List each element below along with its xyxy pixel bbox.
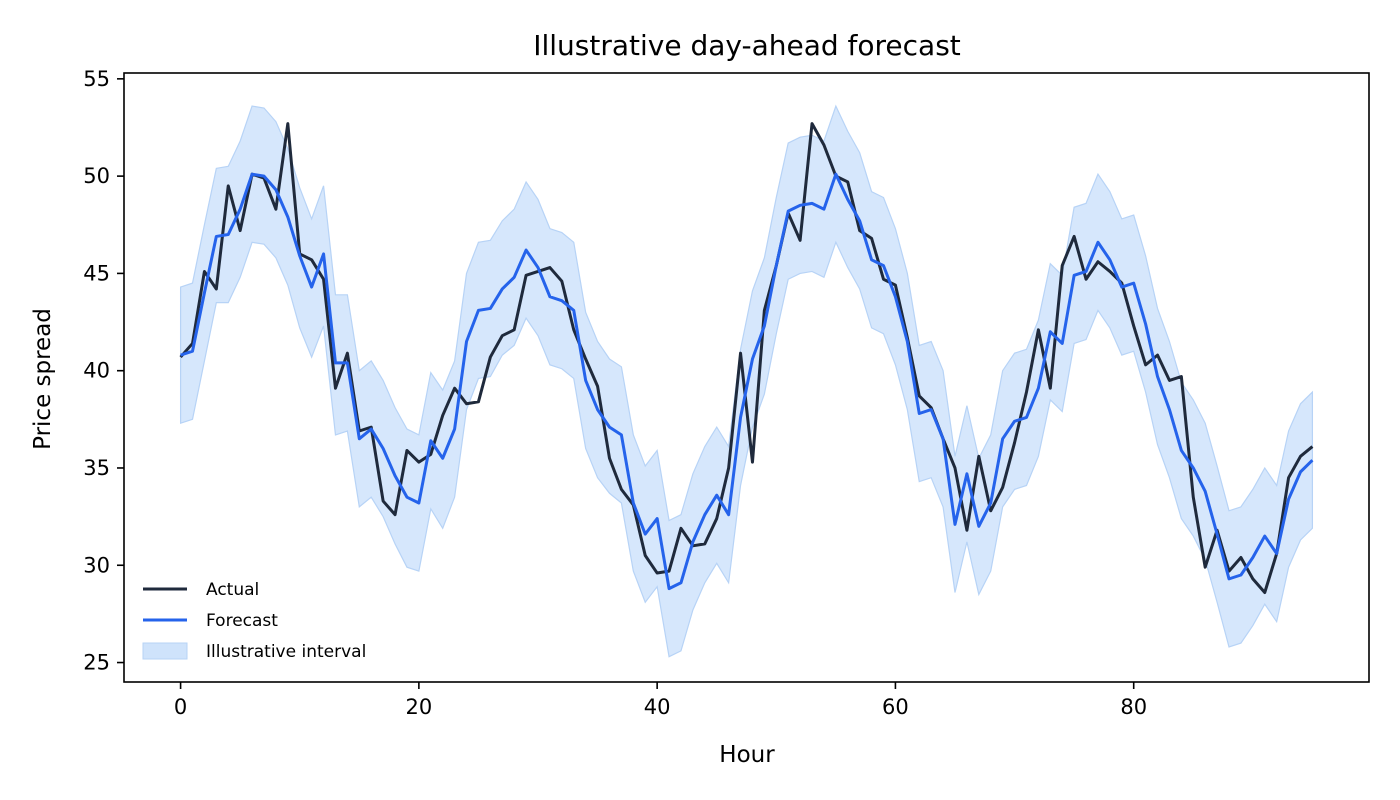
- x-tick-label: 0: [174, 695, 187, 719]
- plot-area: 0 20 40 60 80 25 30 35 40 45 50 55 Actual Forecast Ill…: [83, 67, 1370, 719]
- legend-label-interval: Illustrative interval: [206, 642, 366, 662]
- y-tick-label: 55: [83, 67, 110, 91]
- x-tick-label: 80: [1120, 695, 1147, 719]
- x-tick-label: 60: [882, 695, 909, 719]
- axes-frame: [123, 72, 1370, 683]
- y-tick-label: 25: [83, 651, 110, 675]
- legend-label-actual: Actual: [206, 580, 259, 600]
- x-tick-label: 20: [406, 695, 433, 719]
- y-tick-label: 50: [83, 164, 110, 188]
- x-axis-label: Hour: [719, 742, 775, 768]
- series-line-forecast: [180, 172, 1314, 591]
- series-line-actual: [179, 122, 1314, 594]
- x-tick-label: 40: [644, 695, 671, 719]
- y-tick-label: 35: [83, 456, 110, 480]
- y-tick-label: 45: [83, 261, 110, 285]
- chart-title: Illustrative day-ahead forecast: [533, 29, 961, 62]
- y-axis-label: Price spread: [30, 308, 56, 450]
- legend-swatch-interval: [142, 642, 188, 660]
- y-tick-label: 40: [83, 359, 110, 383]
- legend-label-forecast: Forecast: [206, 611, 278, 631]
- y-tick-label: 30: [83, 553, 110, 577]
